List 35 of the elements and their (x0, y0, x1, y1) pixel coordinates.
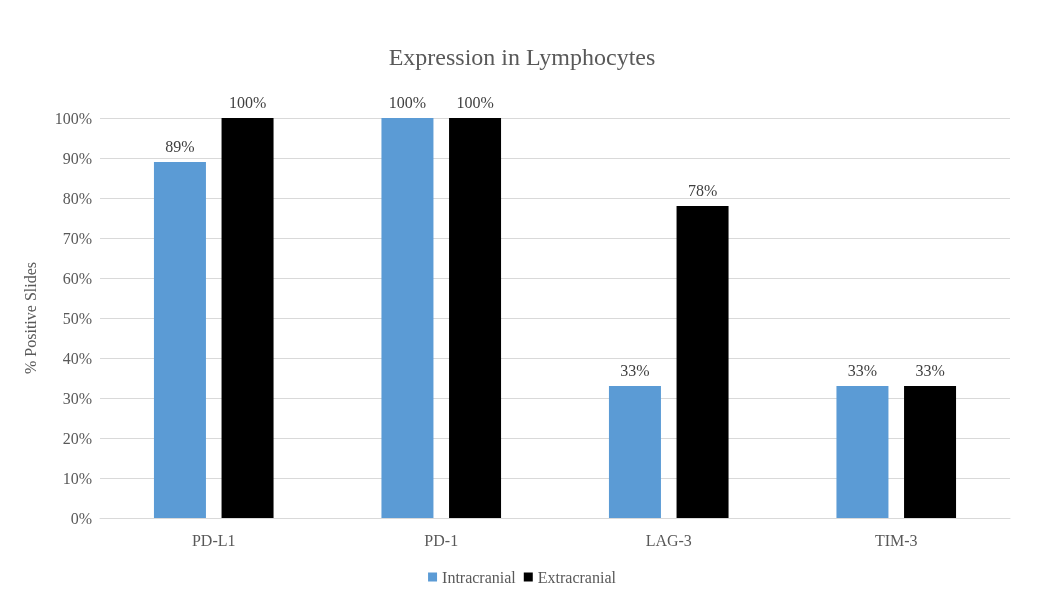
bar (153, 162, 206, 518)
x-tick-label: LAG-3 (645, 531, 692, 549)
data-label: 33% (915, 361, 945, 379)
data-label: 100% (228, 93, 267, 111)
legend-label: Intracranial (442, 568, 517, 586)
x-tick-label: TIM-3 (874, 531, 918, 549)
bar (608, 386, 661, 518)
bar (904, 386, 957, 518)
y-axis-title: % Positive Slides (21, 261, 39, 375)
data-label: 33% (847, 361, 878, 379)
y-tick-label: 90% (62, 149, 92, 167)
y-tick-label: 60% (62, 269, 92, 287)
bar (836, 386, 889, 518)
y-tick-label: 0% (70, 509, 92, 527)
y-tick-label: 80% (62, 189, 92, 207)
bar (676, 206, 729, 518)
y-tick-label: 70% (62, 229, 92, 247)
x-tick-label: PD-1 (424, 531, 459, 549)
y-tick-label: 20% (62, 429, 92, 447)
bar (221, 118, 274, 518)
data-label: 100% (456, 93, 494, 111)
data-label: 100% (388, 93, 427, 111)
y-tick-label: 40% (62, 349, 92, 367)
data-label: 33% (620, 361, 650, 379)
bar (449, 118, 502, 518)
y-tick-label: 50% (62, 309, 92, 327)
legend-label: Extracranial (537, 568, 617, 586)
bar (381, 118, 434, 518)
chart-title: Expression in Lymphocytes (388, 44, 656, 70)
y-tick-label: 100% (54, 109, 92, 127)
y-tick-label: 10% (62, 469, 92, 487)
y-tick-label: 30% (62, 389, 92, 407)
data-label: 89% (165, 137, 195, 155)
x-tick-label: PD-L1 (191, 531, 236, 549)
data-label: 78% (687, 181, 718, 199)
